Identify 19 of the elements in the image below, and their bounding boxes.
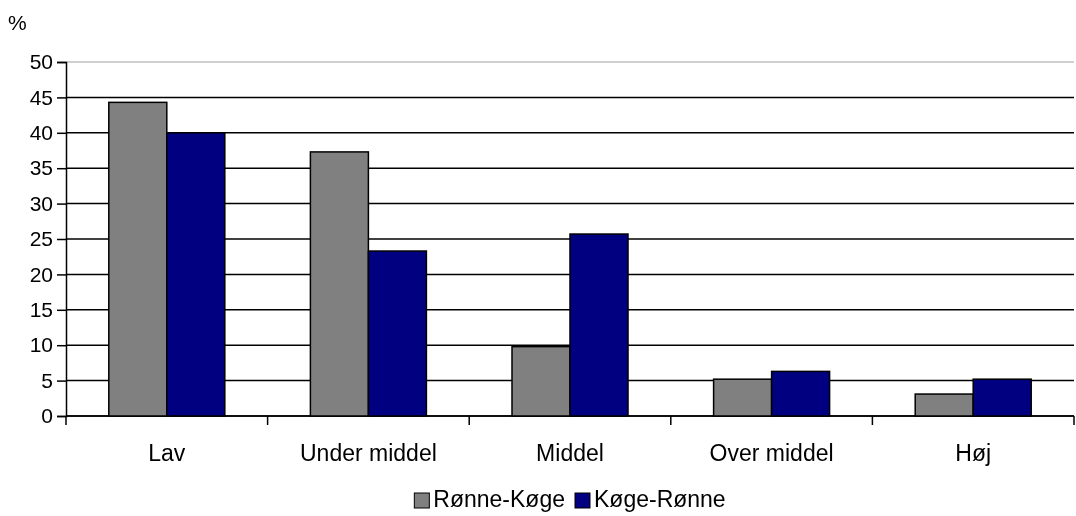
x-tick-label: Middel — [536, 440, 604, 466]
legend-label: Køge-Rønne — [594, 486, 726, 512]
y-axis-title: % — [8, 11, 27, 34]
y-tick-label: 50 — [29, 50, 53, 74]
y-tick-label: 10 — [29, 333, 53, 357]
y-tick-label: 35 — [29, 156, 53, 180]
legend-label: Rønne-Køge — [433, 486, 565, 512]
y-tick-label: 25 — [29, 227, 53, 251]
y-tick-label: 40 — [29, 121, 53, 145]
y-tick-label: 0 — [41, 404, 53, 428]
y-tick-label: 30 — [29, 191, 53, 215]
y-tick-label: 5 — [41, 368, 53, 392]
y-tick-label: 15 — [29, 298, 53, 322]
x-tick-label: Høj — [955, 440, 992, 466]
y-tick-label: 45 — [29, 85, 53, 109]
y-tick-label: 20 — [29, 262, 53, 286]
x-tick-label: Under middel — [300, 440, 437, 466]
x-tick-label: Lav — [148, 440, 186, 466]
x-tick-label: Over middel — [709, 440, 834, 466]
